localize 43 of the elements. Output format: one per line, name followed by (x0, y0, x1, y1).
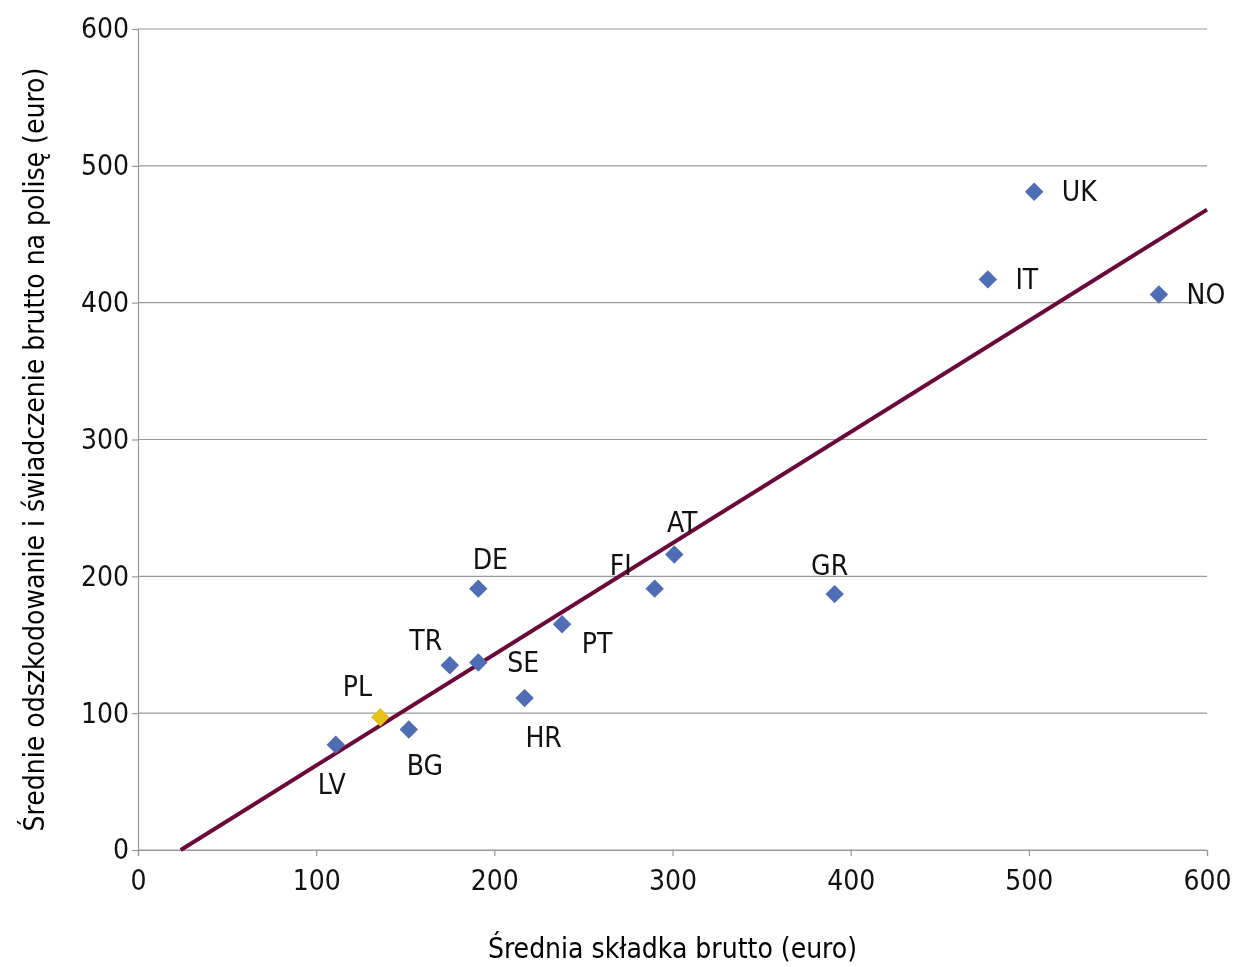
point (665, 545, 684, 564)
y-tick-label: 600 (80, 12, 129, 46)
point (399, 720, 419, 739)
annotation: PL (342, 669, 372, 703)
y-tick-label: 400 (80, 286, 129, 320)
annotation: FI (609, 549, 632, 583)
point (326, 735, 345, 754)
annotation: AT (667, 505, 699, 539)
y-tick-label: 100 (80, 696, 129, 730)
point (552, 615, 572, 634)
point (469, 653, 488, 672)
annotation: BG (406, 749, 443, 783)
y-tick-label: 300 (80, 422, 129, 456)
y-axis-title: Średnie odszkodowanie i świadczenie brutto na polisę (euro) (17, 67, 51, 832)
annotation: HR (525, 720, 562, 754)
x-tick-label: 500 (1005, 863, 1054, 897)
annotation: DE (472, 543, 508, 577)
annotation: LV (317, 768, 347, 802)
x-tick-label: 200 (470, 863, 519, 897)
annotation: SE (507, 646, 540, 680)
annotation: UK (1061, 175, 1099, 209)
point (1024, 182, 1044, 202)
point (371, 708, 390, 727)
y-tick-label: 0 (112, 833, 129, 867)
y-tick-label: 200 (80, 559, 129, 593)
point (1149, 285, 1169, 304)
annotation: NO (1186, 277, 1226, 311)
y-tick-label: 500 (80, 149, 129, 183)
x-tick-label: 300 (648, 863, 698, 897)
annotation: GR (811, 548, 849, 582)
point (825, 584, 844, 604)
point (515, 688, 534, 708)
point (440, 656, 460, 675)
point (645, 579, 664, 598)
x-tick-label: 600 (1183, 863, 1232, 897)
x-tick-label: 100 (292, 863, 341, 897)
point (978, 270, 998, 289)
annotation: TR (408, 623, 443, 657)
annotation: IT (1015, 262, 1039, 296)
point (469, 579, 488, 598)
annotation: PT (581, 626, 613, 660)
x-axis-title: Średnia składka brutto (euro) (487, 931, 858, 965)
x-tick-label: 400 (827, 863, 876, 897)
